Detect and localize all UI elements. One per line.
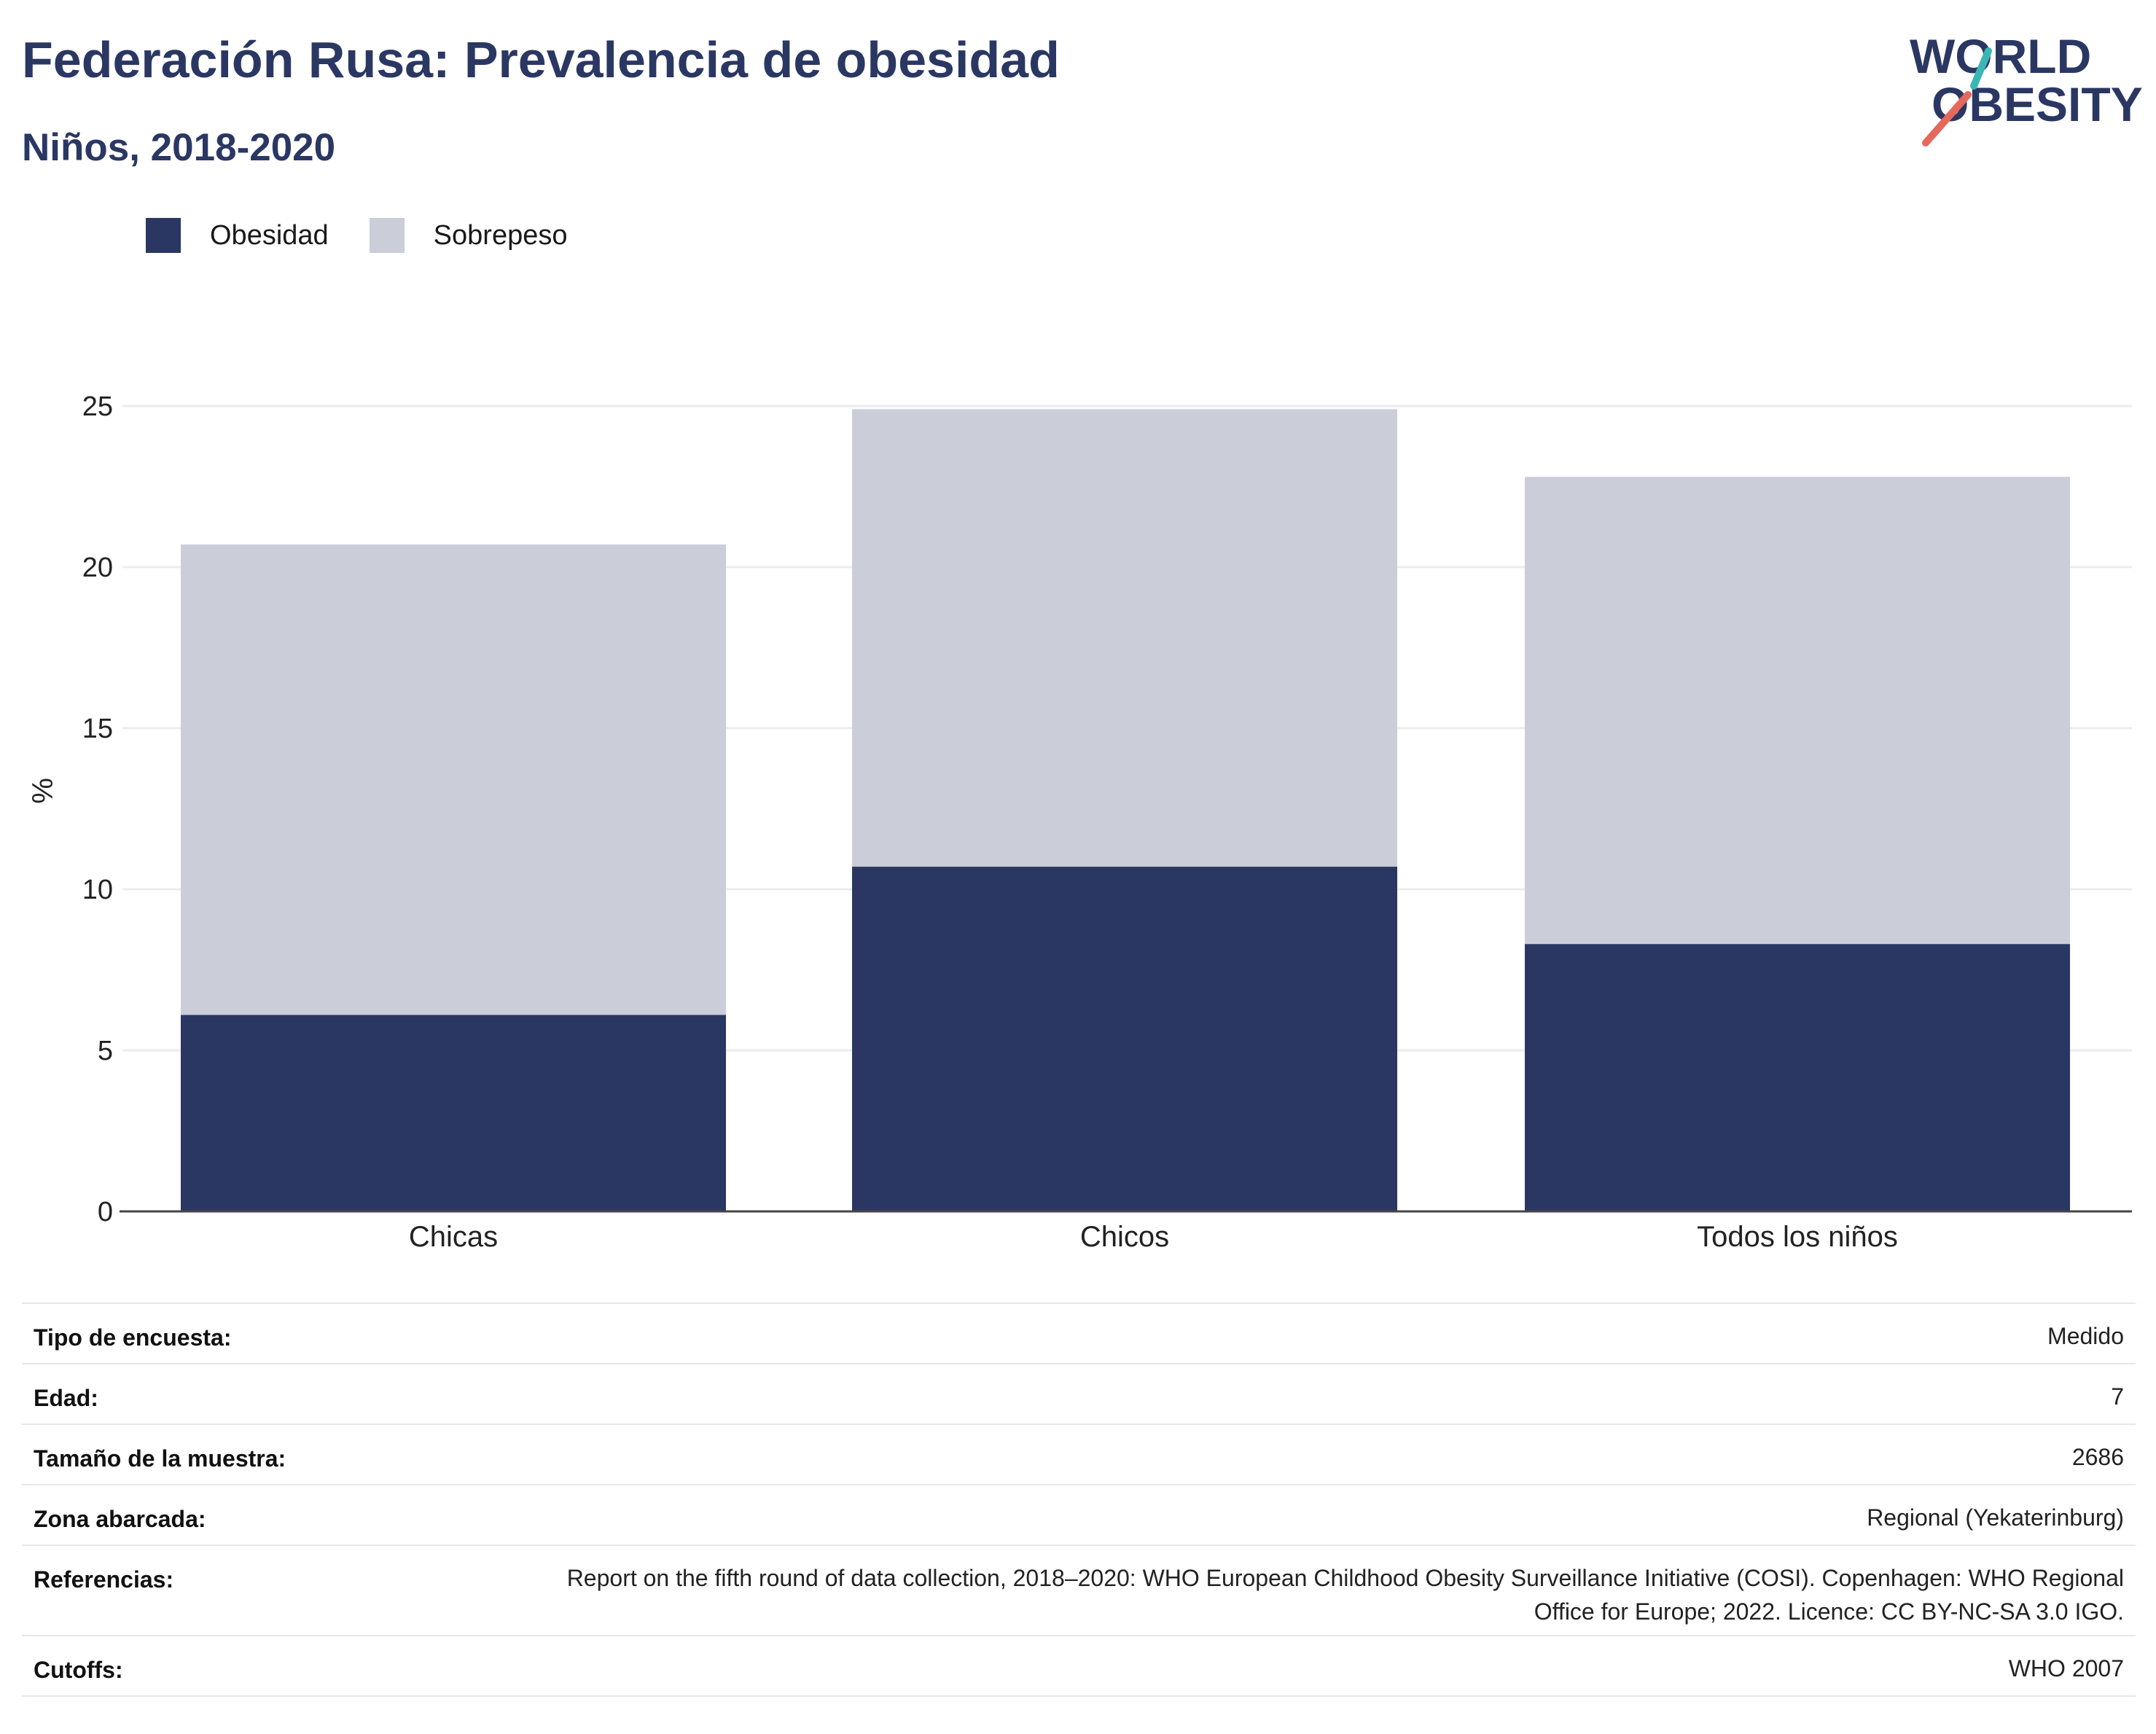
bar-sobrepeso-2 bbox=[1525, 477, 2070, 945]
logo-slash-coral bbox=[1922, 91, 1972, 147]
x-tick-label: Chicas bbox=[409, 1221, 498, 1253]
info-row: Cutoffs: WHO 2007 bbox=[22, 1636, 2136, 1697]
stacked-bar-chart: 0 5 10 15 20 25% Chicas Chicos Todos los niños bbox=[27, 391, 2132, 1253]
info-value: Report on the fifth round of data collec… bbox=[566, 1565, 2124, 1625]
y-tick-label: 5 bbox=[98, 1036, 113, 1066]
y-axis-label: % bbox=[27, 778, 59, 804]
info-value: WHO 2007 bbox=[2008, 1655, 2124, 1682]
bar-sobrepeso-0 bbox=[181, 544, 726, 1015]
world-obesity-logo: WORLD OBESITY bbox=[1910, 29, 2143, 147]
bar-sobrepeso-1 bbox=[852, 409, 1397, 867]
info-value: 2686 bbox=[2071, 1444, 2124, 1470]
info-label: Referencias: bbox=[34, 1566, 174, 1593]
legend-item-sobrepeso[interactable]: Sobrepeso bbox=[369, 218, 568, 253]
chart-title: Federación Rusa: Prevalencia de obesidad bbox=[22, 31, 1060, 88]
y-tick-label: 10 bbox=[82, 875, 113, 905]
bar-obesidad-0 bbox=[181, 1015, 726, 1211]
bar-obesidad-1 bbox=[852, 867, 1397, 1211]
x-tick-label: Chicos bbox=[1080, 1221, 1169, 1253]
y-tick-label: 20 bbox=[82, 552, 113, 583]
y-tick-label: 25 bbox=[82, 391, 113, 422]
chart-legend: Obesidad Sobrepeso bbox=[146, 217, 567, 254]
logo-line-world: WORLD bbox=[1910, 29, 2091, 83]
legend-label-sobrepeso: Sobrepeso bbox=[433, 219, 568, 251]
survey-info-table: Tipo de encuesta: Medido Edad: 7 Tamaño de l… bbox=[22, 1303, 2136, 1697]
info-value: Medido bbox=[2047, 1323, 2124, 1349]
info-row: Edad: 7 bbox=[22, 1364, 2136, 1425]
info-value: 7 bbox=[2111, 1383, 2124, 1410]
chart-subtitle: Niños, 2018-2020 bbox=[22, 126, 336, 169]
legend-swatch-obesidad bbox=[146, 218, 181, 253]
y-tick-label: 0 bbox=[98, 1197, 113, 1227]
info-label: Zona abarcada: bbox=[34, 1506, 206, 1532]
legend-label-obesidad: Obesidad bbox=[210, 219, 329, 251]
info-label: Cutoffs: bbox=[34, 1657, 123, 1683]
info-value: Regional (Yekaterinburg) bbox=[1867, 1504, 2124, 1531]
x-tick-label: Todos los niños bbox=[1697, 1221, 1898, 1253]
info-row: Tamaño de la muestra: 2686 bbox=[22, 1425, 2136, 1485]
legend-item-obesidad[interactable]: Obesidad bbox=[146, 218, 329, 253]
info-label: Tipo de encuesta: bbox=[34, 1324, 232, 1351]
info-label: Edad: bbox=[34, 1385, 98, 1411]
info-row: Referencias: Report on the fifth round of… bbox=[22, 1546, 2136, 1636]
bar-obesidad-2 bbox=[1525, 944, 2070, 1211]
legend-swatch-sobrepeso bbox=[369, 218, 405, 253]
info-label: Tamaño de la muestra: bbox=[34, 1445, 286, 1472]
y-tick-label: 15 bbox=[82, 714, 113, 744]
info-row: Tipo de encuesta: Medido bbox=[22, 1304, 2136, 1364]
logo-slash-teal bbox=[1970, 47, 1992, 90]
info-row: Zona abarcada: Regional (Yekaterinburg) bbox=[22, 1485, 2136, 1546]
logo-line-obesity: OBESITY bbox=[1932, 77, 2143, 131]
